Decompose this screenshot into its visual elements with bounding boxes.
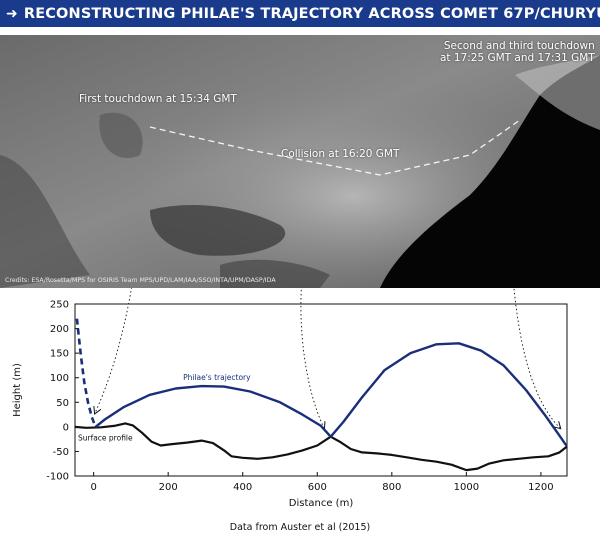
x-axis-label: Distance (m): [289, 498, 354, 509]
y-axis: -100 -50 0 50 100 150 200 250: [46, 300, 79, 483]
connector-second-touchdown: [513, 288, 560, 428]
cliff-lit-face: [515, 55, 600, 130]
trajectory-chart: -100 -50 0 50 100 150 200 250 0 200 400 600 800 1000…: [12, 288, 568, 509]
comet-surface-image: First touchdown at 15:34 GMT Collision a…: [0, 35, 600, 288]
terrain-shadow-bottom: [220, 259, 330, 288]
y-axis-label: Height (m): [12, 363, 23, 417]
y-tick-label: 50: [56, 398, 69, 409]
second-third-line-2: at 17:25 GMT and 17:31 GMT: [440, 52, 595, 64]
banner-title-bar: ➜ RECONSTRUCTING PHILAE'S TRAJECTORY ACR…: [0, 0, 600, 27]
surface-profile-line: [74, 422, 568, 472]
trajectory-annotation: Philae's trajectory: [183, 373, 251, 382]
connector-first-touchdown: [95, 288, 132, 413]
x-tick-label: 1200: [528, 482, 553, 493]
y-tick-label: -50: [53, 447, 69, 458]
x-axis: 0 200 400 600 800 1000 1200: [90, 472, 554, 493]
crater-shadow: [150, 205, 286, 256]
comet-surface-graphic: [0, 35, 600, 288]
y-tick-label: 200: [50, 324, 69, 335]
x-tick-label: 600: [308, 482, 327, 493]
trajectory-line: [94, 342, 568, 447]
approach-dashed-line: [75, 318, 97, 428]
terrain-shadow-left: [0, 155, 90, 288]
y-tick-label: 100: [50, 373, 69, 384]
data-source-footer: Data from Auster et al (2015): [229, 522, 371, 533]
cliff-shadow: [380, 55, 600, 288]
surface-profile-annotation: Surface profile: [78, 434, 133, 443]
photo-to-chart-connectors: [95, 288, 560, 428]
ridge-shadow: [99, 112, 143, 159]
y-tick-label: -100: [46, 472, 69, 483]
connector-collision: [300, 288, 324, 428]
banner-title: RECONSTRUCTING PHILAE'S TRAJECTORY ACROS…: [23, 5, 600, 22]
trajectory-trace: [149, 119, 521, 176]
y-tick-label: 0: [63, 422, 69, 433]
image-credit: Credits: ESA/Rosetta/MPS for OSIRIS Team…: [5, 277, 276, 284]
first-touchdown-label: First touchdown at 15:34 GMT: [79, 93, 237, 105]
second-third-line-1: Second and third touchdown: [443, 40, 595, 52]
x-tick-label: 200: [159, 482, 178, 493]
second-third-touchdown-label: Second and third touchdown at 17:25 GMT …: [440, 40, 595, 64]
plot-frame: [74, 303, 568, 477]
x-tick-label: 400: [233, 482, 252, 493]
x-tick-label: 800: [382, 482, 401, 493]
arrow-right-icon: ➜: [6, 5, 18, 22]
x-tick-label: 0: [90, 482, 96, 493]
y-tick-label: 150: [50, 349, 69, 360]
collision-label: Collision at 16:20 GMT: [281, 148, 400, 160]
y-tick-label: 250: [50, 300, 69, 311]
x-tick-label: 1000: [454, 482, 479, 493]
